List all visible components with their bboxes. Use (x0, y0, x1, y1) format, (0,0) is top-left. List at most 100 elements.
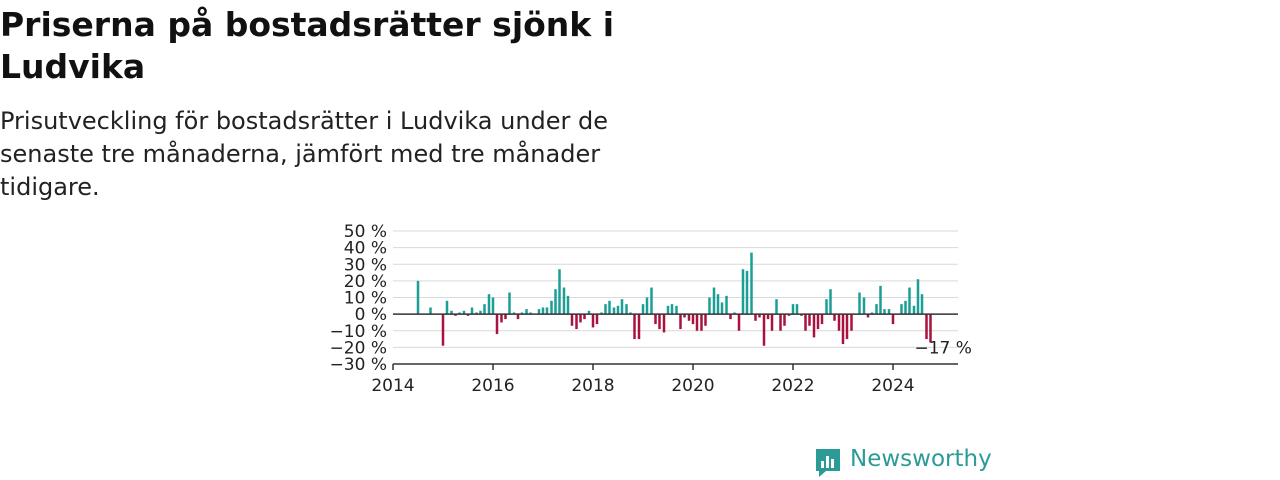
y-tick-label: 10 % (344, 289, 387, 309)
bar-positive (875, 304, 878, 315)
bar-positive (587, 310, 591, 315)
bar-positive (870, 312, 874, 315)
bar-positive (829, 289, 832, 315)
bar-positive (554, 289, 557, 315)
bar-negative (891, 314, 895, 325)
bar-negative (695, 314, 699, 331)
bar-positive (604, 304, 607, 315)
bar-negative (579, 314, 582, 323)
x-tick-label: 2022 (771, 376, 814, 396)
bar-negative (812, 314, 816, 338)
bar-positive (562, 287, 566, 315)
bar-positive (608, 300, 611, 315)
bar-positive (479, 310, 482, 315)
y-tick-label: 30 % (344, 255, 387, 275)
bar-positive (566, 295, 570, 315)
bar-negative (787, 314, 791, 316)
bar-positive (462, 310, 466, 315)
y-tick-label: 0 % (355, 305, 387, 325)
bar-negative (441, 314, 445, 346)
y-tick-label: 20 % (344, 272, 387, 292)
bar-positive (775, 299, 778, 315)
bar-positive (550, 300, 553, 315)
bar-negative (737, 314, 741, 331)
bar-positive (429, 307, 432, 315)
bar-negative (495, 314, 499, 335)
bar-positive (733, 312, 736, 315)
bar-positive (558, 269, 561, 315)
bar-positive (883, 309, 886, 315)
bar-negative (837, 314, 841, 331)
x-tick-label: 2020 (671, 376, 714, 396)
bar-positive (708, 297, 711, 315)
bar-negative (500, 314, 503, 323)
bar-negative (850, 314, 853, 331)
bar-negative (516, 314, 520, 320)
bar-negative (816, 314, 820, 330)
bar-negative (841, 314, 845, 345)
y-tick-label: −30 % (330, 355, 387, 375)
bar-negative (687, 314, 691, 321)
bar-negative (595, 314, 599, 325)
bar-positive (904, 300, 907, 315)
bar-negative (925, 314, 928, 340)
y-tick-label: 50 % (344, 222, 387, 242)
bar-negative (845, 314, 849, 340)
bar-positive (625, 304, 628, 315)
bar-positive (416, 280, 420, 315)
bar-negative (466, 314, 470, 316)
bar-positive (620, 299, 624, 315)
bar-positive (450, 310, 453, 315)
bar-positive (641, 304, 645, 315)
bar-negative (929, 314, 932, 343)
bar-negative (808, 314, 811, 326)
bar-negative (570, 314, 574, 326)
bar-positive (825, 299, 828, 315)
bar-positive (712, 287, 716, 315)
x-tick-label: 2024 (871, 376, 914, 396)
bar-negative (583, 314, 586, 320)
bar-positive (795, 304, 799, 315)
bar-negative (658, 314, 661, 330)
x-tick-label: 2014 (371, 376, 414, 396)
bar-negative (758, 314, 761, 318)
bar-positive (445, 300, 449, 315)
bar-positive (879, 285, 882, 315)
bar-negative (575, 314, 578, 330)
bar-positive (900, 304, 903, 315)
bar-positive (529, 312, 532, 315)
newsworthy-logo[interactable]: Newsworthy (812, 446, 992, 480)
bar-positive (912, 305, 916, 315)
bar-positive (645, 297, 649, 315)
bar-negative (762, 314, 766, 346)
bar-positive (525, 309, 528, 315)
chart-subtitle: Prisutveckling för bostadsrätter i Ludvi… (0, 107, 609, 201)
bar-positive (491, 297, 495, 315)
bar-negative (679, 314, 682, 330)
bar-negative (704, 314, 707, 326)
bar-positive (670, 304, 674, 315)
bar-positive (741, 269, 745, 315)
bar-positive (675, 305, 678, 315)
bar-positive (616, 305, 620, 315)
bar-positive (716, 294, 720, 315)
bars (416, 252, 932, 346)
bar-negative (770, 314, 774, 331)
bar-positive (920, 294, 924, 315)
bar-positive (862, 297, 866, 315)
bar-positive (512, 312, 516, 315)
bar-positive (520, 312, 524, 315)
bar-positive (745, 270, 749, 315)
bar-positive (470, 307, 474, 315)
bar-negative (766, 314, 770, 320)
bar-negative (591, 314, 595, 328)
bar-positive (791, 304, 795, 315)
bar-positive (487, 294, 491, 315)
bar-negative (783, 314, 786, 326)
x-tick-label: 2018 (571, 376, 614, 396)
bar-positive (666, 305, 670, 315)
bar-negative (683, 314, 686, 318)
bar-negative (454, 314, 457, 316)
bar-positive (537, 309, 541, 315)
y-tick-label: −10 % (330, 322, 387, 342)
